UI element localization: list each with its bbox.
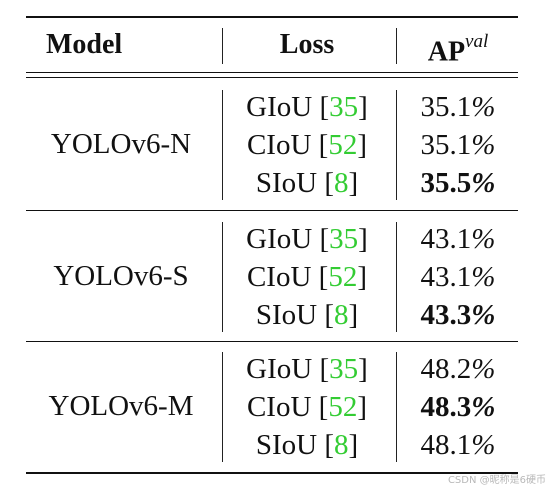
loss-name: CIoU bbox=[246, 391, 319, 423]
bracket-close: ] bbox=[348, 429, 359, 461]
loss-name: CIoU bbox=[246, 129, 319, 161]
percent-sign: % bbox=[471, 299, 496, 331]
group-separator-rule bbox=[26, 341, 518, 342]
column-separator bbox=[222, 90, 223, 200]
bracket-close: ] bbox=[348, 299, 359, 331]
bracket-close: ] bbox=[357, 261, 368, 293]
loss-name: SIoU bbox=[255, 299, 325, 331]
column-separator bbox=[396, 90, 397, 200]
ap-value: 35.5% bbox=[396, 166, 520, 200]
percent-sign: % bbox=[471, 391, 496, 423]
column-separator bbox=[222, 352, 223, 462]
model-name: YOLOv6-M bbox=[48, 390, 194, 422]
bracket-open: [ bbox=[318, 261, 329, 293]
citation-link[interactable]: 52 bbox=[328, 261, 358, 293]
bracket-open: [ bbox=[319, 223, 330, 255]
percent-sign: % bbox=[471, 223, 496, 255]
loss-cell: CIoU [52] bbox=[232, 260, 382, 294]
bracket-close: ] bbox=[358, 223, 368, 255]
citation-link[interactable]: 52 bbox=[328, 391, 358, 423]
bracket-open: [ bbox=[324, 299, 334, 331]
model-name: YOLOv6-S bbox=[53, 260, 189, 292]
ap-number: 35.1 bbox=[420, 129, 472, 161]
loss-cell: SIoU [8] bbox=[232, 428, 382, 462]
bracket-open: [ bbox=[318, 391, 329, 423]
header-double-rule-upper bbox=[26, 72, 518, 73]
bracket-open: [ bbox=[318, 129, 329, 161]
ap-value: 43.3% bbox=[396, 298, 520, 332]
ap-number: 35.1 bbox=[420, 91, 472, 123]
bracket-close: ] bbox=[358, 353, 368, 385]
ap-value: 48.3% bbox=[396, 390, 520, 424]
bracket-close: ] bbox=[358, 91, 368, 123]
loss-name: SIoU bbox=[255, 167, 325, 199]
column-separator bbox=[396, 352, 397, 462]
citation-link[interactable]: 52 bbox=[328, 129, 358, 161]
percent-sign: % bbox=[471, 353, 496, 385]
header-model: Model bbox=[46, 29, 123, 60]
column-separator bbox=[396, 222, 397, 332]
loss-cell: GIoU [35] bbox=[232, 222, 382, 256]
bottom-rule bbox=[26, 472, 518, 474]
loss-name: SIoU bbox=[255, 429, 325, 461]
watermark: CSDN @昵称是6硬币 bbox=[447, 475, 546, 486]
percent-sign: % bbox=[471, 429, 496, 461]
ap-value: 35.1% bbox=[396, 128, 520, 162]
ap-number: 48.1 bbox=[420, 429, 472, 461]
column-separator bbox=[222, 222, 223, 332]
percent-sign: % bbox=[471, 91, 496, 123]
loss-cell: SIoU [8] bbox=[232, 298, 382, 332]
ap-value: 48.1% bbox=[396, 428, 520, 462]
percent-sign: % bbox=[471, 129, 496, 161]
header-loss: Loss bbox=[279, 29, 335, 60]
loss-name: GIoU bbox=[246, 353, 320, 385]
group-separator-rule bbox=[26, 210, 518, 211]
loss-name: CIoU bbox=[246, 261, 319, 293]
citation-link[interactable]: 35 bbox=[329, 353, 359, 385]
ap-number: 48.3 bbox=[420, 391, 472, 423]
citation-link[interactable]: 35 bbox=[329, 91, 359, 123]
loss-cell: CIoU [52] bbox=[232, 390, 382, 424]
loss-name: GIoU bbox=[246, 91, 320, 123]
bracket-close: ] bbox=[348, 167, 359, 199]
bracket-close: ] bbox=[357, 129, 368, 161]
ap-number: 35.5 bbox=[420, 167, 472, 199]
loss-cell: GIoU [35] bbox=[232, 90, 382, 124]
header-ap-superscript: val bbox=[465, 31, 489, 52]
citation-link[interactable]: 35 bbox=[329, 223, 359, 255]
loss-cell: SIoU [8] bbox=[232, 166, 382, 200]
bracket-open: [ bbox=[324, 429, 334, 461]
loss-name: GIoU bbox=[246, 223, 320, 255]
citation-link[interactable]: 8 bbox=[333, 167, 349, 199]
percent-sign: % bbox=[471, 167, 496, 199]
loss-cell: GIoU [35] bbox=[232, 352, 382, 386]
ap-value: 35.1% bbox=[396, 90, 520, 124]
loss-cell: CIoU [52] bbox=[232, 128, 382, 162]
bracket-open: [ bbox=[319, 91, 330, 123]
ap-value: 43.1% bbox=[396, 222, 520, 256]
ap-number: 43.1 bbox=[420, 223, 472, 255]
header-ap-main: AP bbox=[427, 36, 466, 68]
ap-number: 48.2 bbox=[420, 353, 472, 385]
citation-link[interactable]: 8 bbox=[333, 299, 349, 331]
header-ap: APval bbox=[396, 28, 520, 69]
header-double-rule-lower bbox=[26, 77, 518, 78]
top-rule bbox=[26, 16, 518, 18]
column-separator bbox=[222, 28, 223, 64]
ap-value: 48.2% bbox=[396, 352, 520, 386]
ap-number: 43.3 bbox=[420, 299, 472, 331]
bracket-open: [ bbox=[319, 353, 330, 385]
percent-sign: % bbox=[471, 261, 496, 293]
column-separator bbox=[396, 28, 397, 64]
model-name: YOLOv6-N bbox=[50, 128, 192, 160]
bracket-open: [ bbox=[324, 167, 334, 199]
citation-link[interactable]: 8 bbox=[333, 429, 349, 461]
ap-number: 43.1 bbox=[420, 261, 472, 293]
bracket-close: ] bbox=[357, 391, 368, 423]
ap-value: 43.1% bbox=[396, 260, 520, 294]
